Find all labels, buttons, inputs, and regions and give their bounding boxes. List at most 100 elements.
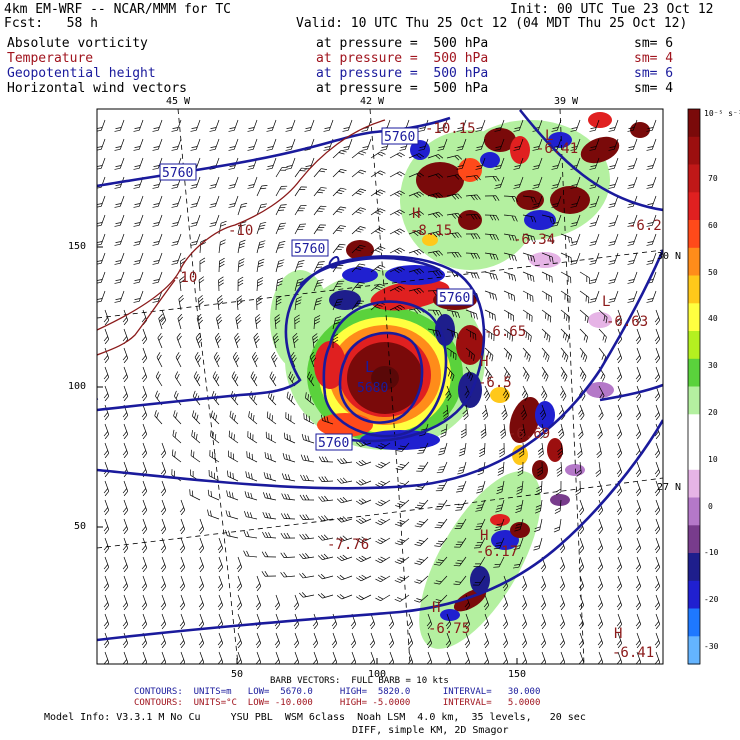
wind-barb xyxy=(285,157,296,170)
colorbar-swatch xyxy=(688,525,700,554)
y-tick-label: 150 xyxy=(68,241,87,252)
vorticity-cell xyxy=(550,494,570,506)
wind-barb xyxy=(293,632,300,649)
height-label: 5760 xyxy=(318,436,349,451)
wind-barb xyxy=(388,632,395,649)
wind-barb xyxy=(313,205,327,216)
wind-barb xyxy=(654,651,661,664)
wind-barb xyxy=(589,195,600,208)
wind-barb xyxy=(589,252,600,265)
wind-barb xyxy=(475,157,486,170)
wind-barb xyxy=(408,287,425,295)
wind-barb xyxy=(464,632,471,649)
vorticity-cell xyxy=(580,136,620,164)
wind-barb xyxy=(261,571,277,577)
wind-barb xyxy=(299,592,315,598)
wind-barb xyxy=(356,574,372,582)
height-contour-inner2 xyxy=(322,300,448,438)
wind-barb xyxy=(579,290,590,304)
wind-barb xyxy=(294,314,300,330)
wind-barb xyxy=(414,594,429,603)
wind-barb xyxy=(190,176,201,189)
wind-barb xyxy=(484,233,499,241)
wind-barb xyxy=(234,332,241,349)
wind-barb xyxy=(318,534,334,541)
wind-barb xyxy=(103,613,110,630)
wind-barb xyxy=(274,314,281,330)
temperature-contours xyxy=(97,119,386,356)
colorbar-tick-label: 50 xyxy=(708,267,718,277)
wind-barb xyxy=(513,157,524,170)
wind-barb xyxy=(275,204,287,216)
wind-barb xyxy=(255,651,262,664)
wind-barb xyxy=(503,366,511,382)
wind-barb xyxy=(218,257,225,273)
wind-barb xyxy=(247,138,258,151)
wind-barb xyxy=(433,594,448,604)
wind-barb xyxy=(616,594,623,611)
wind-barb xyxy=(515,499,524,514)
wind-barb xyxy=(280,532,296,539)
contour-info-temp: CONTOURS: UNITS=°C LOW= -10.000 HIGH= -5… xyxy=(134,698,541,708)
wind-barb xyxy=(408,229,425,237)
wind-barb xyxy=(133,271,144,284)
wind-barb xyxy=(156,352,163,368)
wind-barb xyxy=(336,496,353,504)
colorbar-swatch xyxy=(688,553,700,582)
wind-barb xyxy=(589,157,600,170)
vorticity-cell xyxy=(440,609,460,621)
wind-barb xyxy=(265,431,277,444)
wind-barb xyxy=(228,195,239,208)
wind-barb xyxy=(217,594,224,611)
height-contour-south xyxy=(97,419,663,642)
wind-barb xyxy=(460,423,467,439)
wind-barb xyxy=(503,309,514,322)
wind-barb xyxy=(294,260,305,273)
temp-label: -6.65 xyxy=(484,324,526,340)
wind-barb xyxy=(351,150,367,159)
wind-barb xyxy=(536,480,543,496)
wind-barb xyxy=(465,233,481,240)
wind-barb xyxy=(152,157,163,170)
wind-barb xyxy=(313,315,321,330)
wind-barb xyxy=(541,233,555,244)
wind-barb xyxy=(141,366,148,383)
wind-barb xyxy=(193,371,201,387)
wind-barb xyxy=(209,214,220,227)
colorbar-swatch xyxy=(688,247,700,277)
wind-barb xyxy=(217,632,224,649)
wind-barb xyxy=(446,366,455,382)
wind-barb xyxy=(484,271,498,281)
wind-barb xyxy=(157,332,163,349)
wind-barb xyxy=(417,442,429,454)
wind-barb xyxy=(541,309,552,323)
wind-barb xyxy=(154,410,163,425)
wind-barb xyxy=(243,530,258,539)
wind-barb xyxy=(336,574,353,581)
height-label: 5760 xyxy=(162,166,193,181)
colorbar-tick-label: -10 xyxy=(704,548,719,558)
wind-barb xyxy=(521,613,528,630)
wind-barb xyxy=(495,499,505,513)
wind-barb xyxy=(171,214,182,227)
height-contour-east xyxy=(599,383,663,402)
wind-barb xyxy=(389,209,405,216)
colorbar-swatch xyxy=(688,136,700,166)
wind-barb xyxy=(337,458,353,464)
wind-barb xyxy=(375,556,391,564)
wind-barb xyxy=(250,371,258,387)
wind-barb xyxy=(375,461,391,469)
wind-barb xyxy=(414,537,429,547)
wind-barb xyxy=(103,518,110,535)
wind-barb xyxy=(541,366,549,382)
wind-barb xyxy=(141,385,148,402)
wind-barb xyxy=(263,472,277,482)
model-info: Model Info: V3.3.1 M No Cu YSU PBL WSM 6… xyxy=(44,712,586,723)
wind-barb xyxy=(375,537,391,545)
wind-barb xyxy=(540,575,547,592)
wind-barb xyxy=(208,469,220,482)
wind-barb xyxy=(560,271,572,284)
field-name-height: Geopotential height xyxy=(7,66,156,81)
height-contour-outer-south xyxy=(97,249,663,490)
field-name-temperature: Temperature xyxy=(7,51,94,66)
